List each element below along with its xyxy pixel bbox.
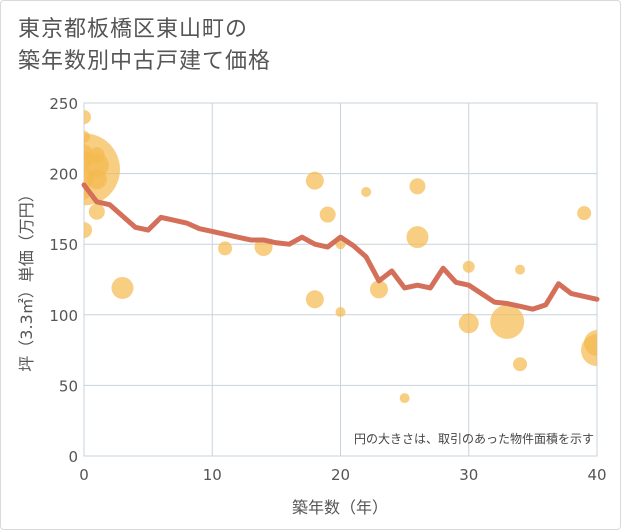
bubble-point-29 <box>513 357 528 372</box>
bubble-point-25 <box>462 260 475 273</box>
x-tick-label-10: 10 <box>203 466 222 484</box>
bubble-point-13 <box>218 241 233 256</box>
grid-lines <box>83 102 598 457</box>
y-tick-label-50: 50 <box>59 377 78 395</box>
bubble-point-28 <box>515 264 526 275</box>
bubble-point-7 <box>84 222 92 239</box>
average-price-line <box>81 182 600 312</box>
y-tick-label-150: 150 <box>49 236 78 254</box>
bubble-point-23 <box>409 178 426 195</box>
bubble-point-17 <box>319 206 336 223</box>
y-tick-label-200: 200 <box>49 166 78 184</box>
bubble-point-22 <box>399 393 410 404</box>
y-tick-label-100: 100 <box>49 307 78 325</box>
chart-title-line2: 築年数別中古戸建て価格 <box>18 49 272 74</box>
chart-title-line1: 東京都板橋区東山町の <box>18 17 249 42</box>
chart-title: 東京都板橋区東山町の 築年数別中古戸建て価格 <box>18 14 271 78</box>
y-tick-labels: 0 50 100 150 200 250 <box>49 95 78 466</box>
bubble-point-0 <box>84 110 91 125</box>
bubble-point-19 <box>335 306 346 317</box>
bubble-point-10 <box>86 169 107 190</box>
bubble-series <box>84 110 597 404</box>
y-tick-label-0: 0 <box>68 448 78 466</box>
x-tick-label-30: 30 <box>459 466 478 484</box>
x-tick-label-0: 0 <box>79 466 89 484</box>
bubble-point-9 <box>84 153 109 178</box>
x-tick-label-20: 20 <box>331 466 350 484</box>
x-axis-label: 築年数（年） <box>292 498 388 517</box>
bubble-point-24 <box>406 226 429 249</box>
bubble-point-11 <box>88 203 105 220</box>
bubble-point-32 <box>581 334 597 367</box>
bubble-point-16 <box>305 290 324 309</box>
bubble-point-12 <box>111 276 134 299</box>
y-tick-label-250: 250 <box>49 95 78 113</box>
bubble-point-30 <box>577 206 592 221</box>
bubble-point-27 <box>490 304 525 339</box>
bubble-size-note: 円の大きさは、取引のあった物件面積を示す <box>354 431 594 446</box>
x-tick-labels: 0 10 20 30 40 <box>79 466 606 484</box>
x-tick-label-40: 40 <box>587 466 606 484</box>
bubble-point-21 <box>369 280 388 299</box>
bubble-point-15 <box>305 171 324 190</box>
plot-border <box>83 102 598 457</box>
bubble-point-26 <box>458 313 479 334</box>
y-axis-label: 坪（3.3㎡）単価（万円） <box>17 186 36 371</box>
bubble-point-20 <box>361 186 372 197</box>
